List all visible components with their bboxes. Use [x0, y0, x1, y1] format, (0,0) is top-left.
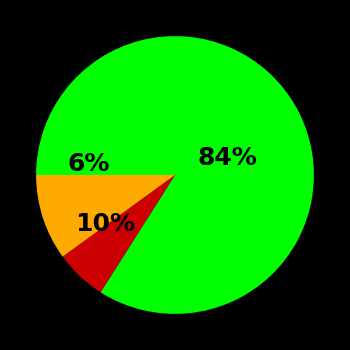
Text: 6%: 6% — [68, 152, 110, 176]
Text: 10%: 10% — [76, 212, 135, 236]
Wedge shape — [36, 175, 175, 257]
Text: 84%: 84% — [198, 146, 258, 170]
Wedge shape — [63, 175, 175, 292]
Wedge shape — [36, 36, 314, 314]
